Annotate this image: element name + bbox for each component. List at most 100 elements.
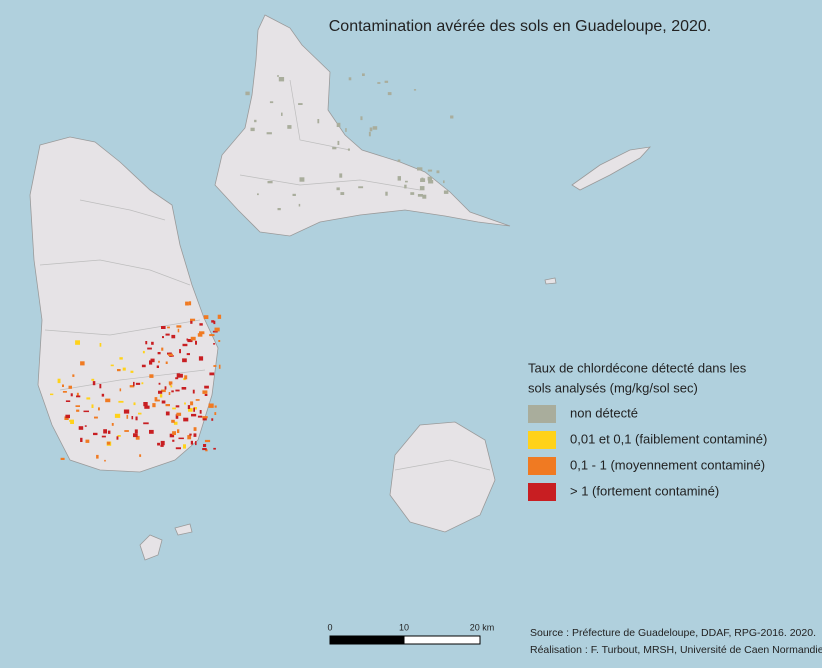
legend-swatch — [528, 483, 556, 501]
grande-terre — [214, 14, 511, 237]
patch — [80, 437, 83, 442]
patch — [191, 413, 197, 417]
patch — [165, 411, 170, 416]
patch — [190, 401, 194, 406]
patch — [427, 176, 433, 181]
patch — [161, 400, 166, 404]
patch — [72, 374, 75, 377]
patch — [171, 390, 174, 393]
patch — [187, 435, 192, 440]
patch — [101, 435, 106, 438]
patch — [404, 184, 407, 189]
credits: Réalisation : F. Turbout, MRSH, Universi… — [530, 644, 822, 656]
patch — [397, 159, 401, 163]
patch — [70, 393, 73, 397]
patch — [203, 315, 209, 319]
patch — [195, 441, 197, 446]
legend: non détecté 0,01 et 0,1 (faiblement conta… — [528, 405, 767, 501]
patch — [193, 427, 197, 431]
patch — [98, 407, 100, 411]
patch — [168, 381, 173, 385]
patch — [405, 180, 408, 183]
patch — [160, 440, 165, 446]
patch — [149, 374, 154, 378]
patch — [167, 326, 170, 329]
patch — [172, 407, 176, 410]
patch — [199, 323, 203, 326]
commune-boundaries — [39, 79, 491, 471]
patch — [142, 350, 145, 354]
patch — [209, 372, 215, 376]
patch — [104, 459, 106, 462]
patch — [123, 409, 130, 414]
patch — [428, 180, 434, 184]
patch — [413, 89, 417, 91]
patch — [214, 327, 220, 332]
legend-label: > 1 (fortement contaminé) — [570, 483, 719, 498]
patch — [187, 405, 191, 409]
patch — [60, 457, 65, 460]
patch — [397, 176, 401, 181]
scale-bar — [403, 635, 481, 645]
patch — [145, 341, 148, 345]
patch — [161, 326, 166, 329]
patch — [168, 392, 171, 395]
patch — [65, 400, 71, 402]
patch — [157, 442, 160, 446]
patch — [211, 418, 214, 421]
patch — [119, 388, 122, 392]
patch — [161, 389, 166, 393]
patch — [377, 82, 381, 84]
legend-label: 0,01 et 0,1 (faiblement contaminé) — [570, 431, 767, 446]
patch — [186, 338, 189, 341]
patch — [417, 194, 423, 197]
patch — [419, 186, 425, 191]
patch — [150, 358, 155, 363]
patch — [134, 429, 138, 434]
patch — [167, 352, 170, 355]
patch — [183, 417, 189, 422]
patch — [157, 352, 161, 355]
legend-label: non détecté — [570, 405, 638, 420]
patch — [133, 433, 138, 438]
patch — [192, 389, 195, 394]
patch — [164, 386, 167, 390]
patch — [347, 148, 350, 151]
patch — [277, 208, 281, 211]
patch — [420, 178, 426, 182]
patch — [172, 439, 175, 442]
patch — [213, 447, 216, 450]
patch — [130, 370, 134, 373]
patch — [168, 353, 173, 356]
patch — [154, 397, 158, 402]
patch — [91, 378, 95, 381]
patch — [175, 447, 181, 450]
patch — [214, 405, 217, 408]
patch — [197, 415, 203, 418]
patch — [161, 347, 164, 351]
patch — [195, 340, 197, 345]
patch — [269, 101, 274, 104]
patch — [65, 414, 70, 419]
patch — [245, 91, 250, 96]
patch — [135, 435, 140, 440]
patch — [170, 385, 173, 388]
patch — [155, 399, 160, 402]
patch — [76, 392, 79, 396]
patch — [336, 187, 340, 191]
patch — [57, 378, 61, 384]
patch — [62, 384, 64, 387]
patch — [175, 377, 179, 380]
patch — [213, 365, 217, 367]
les-saintes — [139, 523, 193, 561]
patch — [266, 132, 272, 135]
patch — [106, 441, 111, 445]
patch — [181, 387, 187, 390]
map-title: Contamination avérée des sols en Guadelo… — [329, 18, 711, 35]
la-desirade — [571, 146, 652, 191]
patch — [76, 409, 80, 412]
patch — [80, 361, 85, 366]
patch — [122, 367, 126, 371]
patch — [202, 416, 208, 419]
